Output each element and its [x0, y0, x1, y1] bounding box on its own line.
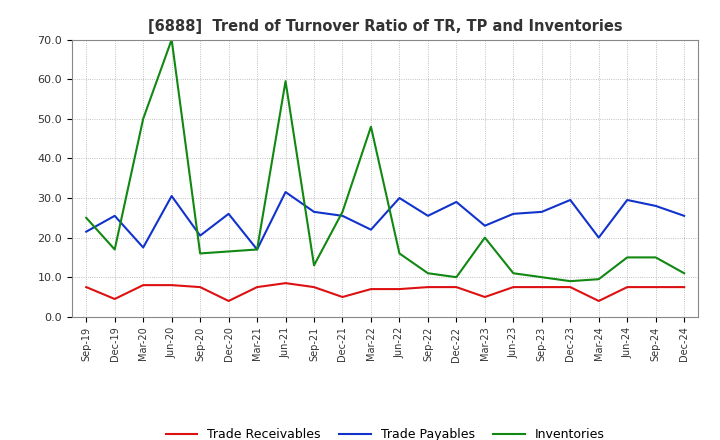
Trade Receivables: [225, 298, 233, 304]
Line: Trade Receivables: Trade Receivables: [86, 283, 684, 301]
Trade Payables: [253, 247, 261, 252]
Inventories: [537, 275, 546, 280]
Trade Receivables: [282, 281, 290, 286]
Inventories: [167, 37, 176, 42]
Trade Receivables: [110, 297, 119, 302]
Trade Receivables: [509, 284, 518, 290]
Inventories: [338, 209, 347, 214]
Trade Payables: [509, 211, 518, 216]
Inventories: [566, 279, 575, 284]
Inventories: [480, 235, 489, 240]
Title: [6888]  Trend of Turnover Ratio of TR, TP and Inventories: [6888] Trend of Turnover Ratio of TR, TP…: [148, 19, 623, 34]
Trade Payables: [537, 209, 546, 214]
Inventories: [253, 247, 261, 252]
Trade Receivables: [366, 286, 375, 292]
Trade Payables: [480, 223, 489, 228]
Inventories: [196, 251, 204, 256]
Inventories: [452, 275, 461, 280]
Trade Receivables: [395, 286, 404, 292]
Inventories: [652, 255, 660, 260]
Trade Receivables: [623, 284, 631, 290]
Trade Payables: [167, 193, 176, 198]
Trade Receivables: [537, 284, 546, 290]
Trade Payables: [225, 211, 233, 216]
Trade Payables: [395, 195, 404, 201]
Trade Receivables: [338, 294, 347, 300]
Inventories: [225, 249, 233, 254]
Line: Inventories: Inventories: [86, 40, 684, 281]
Inventories: [623, 255, 631, 260]
Trade Payables: [680, 213, 688, 218]
Trade Payables: [82, 229, 91, 234]
Line: Trade Payables: Trade Payables: [86, 192, 684, 249]
Trade Receivables: [680, 284, 688, 290]
Trade Payables: [566, 197, 575, 202]
Trade Payables: [196, 233, 204, 238]
Trade Payables: [110, 213, 119, 218]
Trade Payables: [423, 213, 432, 218]
Trade Payables: [366, 227, 375, 232]
Inventories: [395, 251, 404, 256]
Legend: Trade Receivables, Trade Payables, Inventories: Trade Receivables, Trade Payables, Inven…: [166, 429, 605, 440]
Inventories: [366, 124, 375, 129]
Trade Receivables: [196, 284, 204, 290]
Trade Receivables: [480, 294, 489, 300]
Trade Payables: [452, 199, 461, 205]
Trade Payables: [595, 235, 603, 240]
Trade Receivables: [423, 284, 432, 290]
Trade Payables: [623, 197, 631, 202]
Trade Payables: [338, 213, 347, 218]
Trade Receivables: [139, 282, 148, 288]
Inventories: [680, 271, 688, 276]
Trade Receivables: [253, 284, 261, 290]
Inventories: [82, 215, 91, 220]
Inventories: [282, 78, 290, 84]
Trade Receivables: [167, 282, 176, 288]
Inventories: [595, 276, 603, 282]
Trade Payables: [139, 245, 148, 250]
Inventories: [110, 247, 119, 252]
Inventories: [310, 263, 318, 268]
Inventories: [139, 116, 148, 121]
Trade Receivables: [452, 284, 461, 290]
Trade Payables: [652, 203, 660, 209]
Inventories: [509, 271, 518, 276]
Inventories: [423, 271, 432, 276]
Trade Receivables: [595, 298, 603, 304]
Trade Payables: [282, 189, 290, 194]
Trade Receivables: [566, 284, 575, 290]
Trade Receivables: [82, 284, 91, 290]
Trade Payables: [310, 209, 318, 214]
Trade Receivables: [652, 284, 660, 290]
Trade Receivables: [310, 284, 318, 290]
